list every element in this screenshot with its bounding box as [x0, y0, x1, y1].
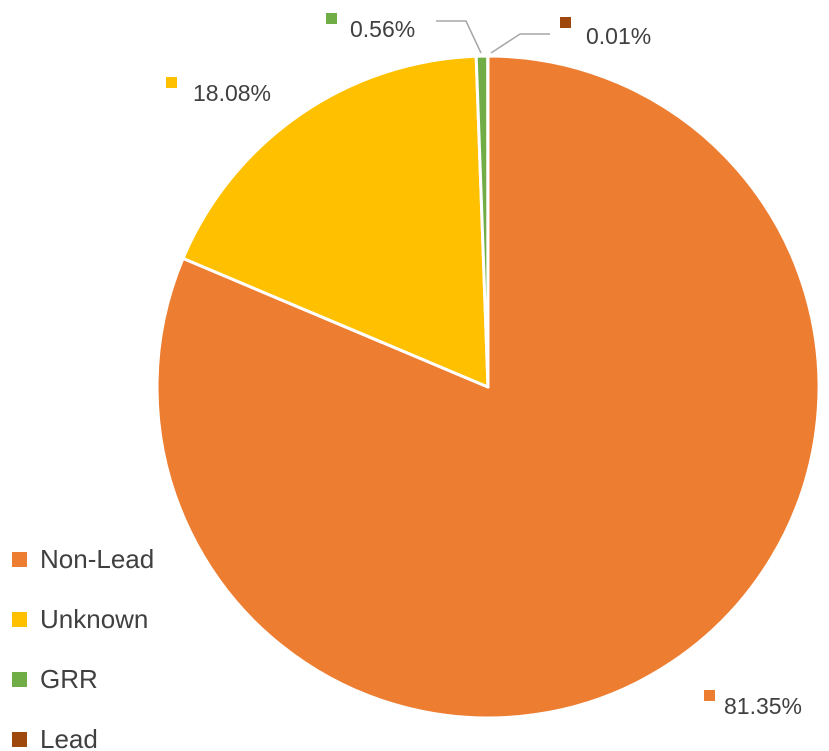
legend-key	[12, 612, 27, 627]
pie-slices	[155, 54, 821, 720]
data-label: 18.08%	[193, 80, 271, 106]
pie-slice-unknown	[181, 54, 490, 389]
legend-key	[12, 732, 27, 747]
data-label: 0.01%	[586, 23, 651, 49]
legend-key	[12, 552, 27, 567]
data-label-key	[166, 77, 177, 88]
data-label-key	[704, 690, 715, 701]
legend-label: GRR	[40, 664, 98, 694]
data-label: 0.56%	[350, 16, 415, 42]
legend-key	[12, 672, 27, 687]
leader-line	[436, 20, 482, 54]
leader-lines	[436, 20, 550, 54]
data-label-key	[326, 13, 337, 24]
data-labels: 81.35% 18.08% 0.56% 0.01%	[166, 13, 802, 719]
legend: Non-Lead Unknown GRR Lead	[12, 544, 154, 751]
legend-label: Unknown	[40, 604, 148, 634]
data-label-key	[560, 17, 571, 28]
data-label: 81.35%	[724, 693, 802, 719]
leader-line	[490, 33, 550, 54]
legend-label: Lead	[40, 724, 98, 751]
legend-label: Non-Lead	[40, 544, 154, 574]
